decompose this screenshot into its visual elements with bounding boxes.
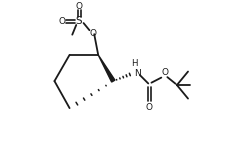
Text: H: H [131,59,138,68]
Text: O: O [76,2,83,11]
Text: N: N [134,69,141,78]
Text: O: O [59,17,66,26]
Text: O: O [90,29,97,38]
Text: O: O [162,68,169,77]
Text: S: S [76,17,82,26]
Polygon shape [98,55,115,82]
Text: O: O [146,103,153,112]
